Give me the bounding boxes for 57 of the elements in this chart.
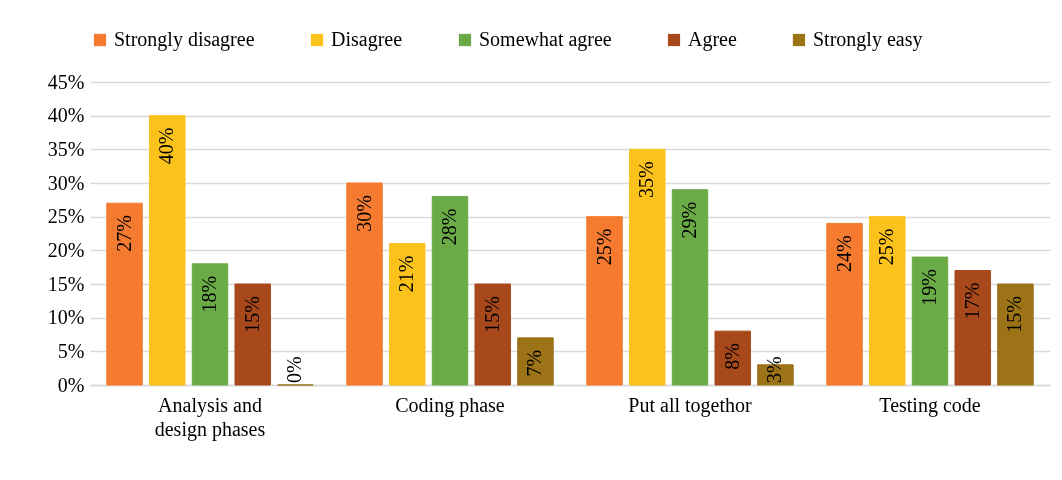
x-tick-label: Testing code xyxy=(879,393,981,417)
bar xyxy=(586,216,623,386)
data-label: 15% xyxy=(1003,296,1026,333)
y-tick-label: 40% xyxy=(47,104,85,127)
data-label: 24% xyxy=(832,235,855,273)
bar xyxy=(346,182,383,386)
bar xyxy=(997,283,1034,386)
bar xyxy=(149,115,186,386)
bar xyxy=(826,222,863,386)
legend-label: Somewhat agree xyxy=(479,28,612,51)
data-label: 17% xyxy=(960,282,983,320)
y-tick-label: 35% xyxy=(47,137,85,160)
data-label: 19% xyxy=(918,269,940,306)
bar xyxy=(389,243,426,386)
data-label: 29% xyxy=(678,201,700,239)
bar xyxy=(517,337,554,386)
data-label: 0% xyxy=(283,356,306,383)
data-label: 25% xyxy=(875,228,898,266)
bar xyxy=(234,283,271,386)
data-label: 3% xyxy=(763,356,786,383)
bar xyxy=(629,148,666,386)
data-label: 7% xyxy=(523,349,546,377)
x-tick-label: Put all togethor xyxy=(628,393,752,417)
data-label: 21% xyxy=(395,255,418,293)
bar xyxy=(954,270,991,386)
data-label: 40% xyxy=(155,127,178,165)
legend-label: Strongly easy xyxy=(813,28,923,51)
y-tick-label: 20% xyxy=(47,238,85,261)
y-tick-label: 15% xyxy=(47,272,85,295)
bar xyxy=(911,256,949,386)
x-tick-label: Coding phase xyxy=(395,393,505,417)
data-label: 30% xyxy=(352,195,375,232)
bar xyxy=(714,330,751,386)
legend-label: Agree xyxy=(688,28,737,51)
y-tick-label: 30% xyxy=(47,171,85,194)
y-tick-label: 25% xyxy=(47,205,85,228)
bar xyxy=(869,216,906,386)
bar xyxy=(431,195,469,386)
legend-label: Disagree xyxy=(331,28,403,51)
y-tick-label: 5% xyxy=(57,339,85,362)
bar xyxy=(671,189,709,386)
y-tick-label: 10% xyxy=(47,306,85,329)
data-label: 8% xyxy=(720,343,743,370)
bar xyxy=(474,283,511,386)
data-label: 15% xyxy=(480,296,503,333)
y-tick-label: 0% xyxy=(57,373,85,396)
data-label: 27% xyxy=(112,215,135,252)
x-tick-label: Analysis and design phases xyxy=(154,393,266,441)
data-label: 15% xyxy=(240,296,263,333)
data-label: 28% xyxy=(438,208,460,246)
data-label: 25% xyxy=(592,228,615,266)
data-label: 18% xyxy=(198,275,220,313)
data-label: 35% xyxy=(635,161,658,199)
y-tick-label: 45% xyxy=(47,70,85,93)
legend-label: Strongly disagree xyxy=(114,28,255,51)
bar xyxy=(106,202,143,386)
bar xyxy=(191,263,229,386)
